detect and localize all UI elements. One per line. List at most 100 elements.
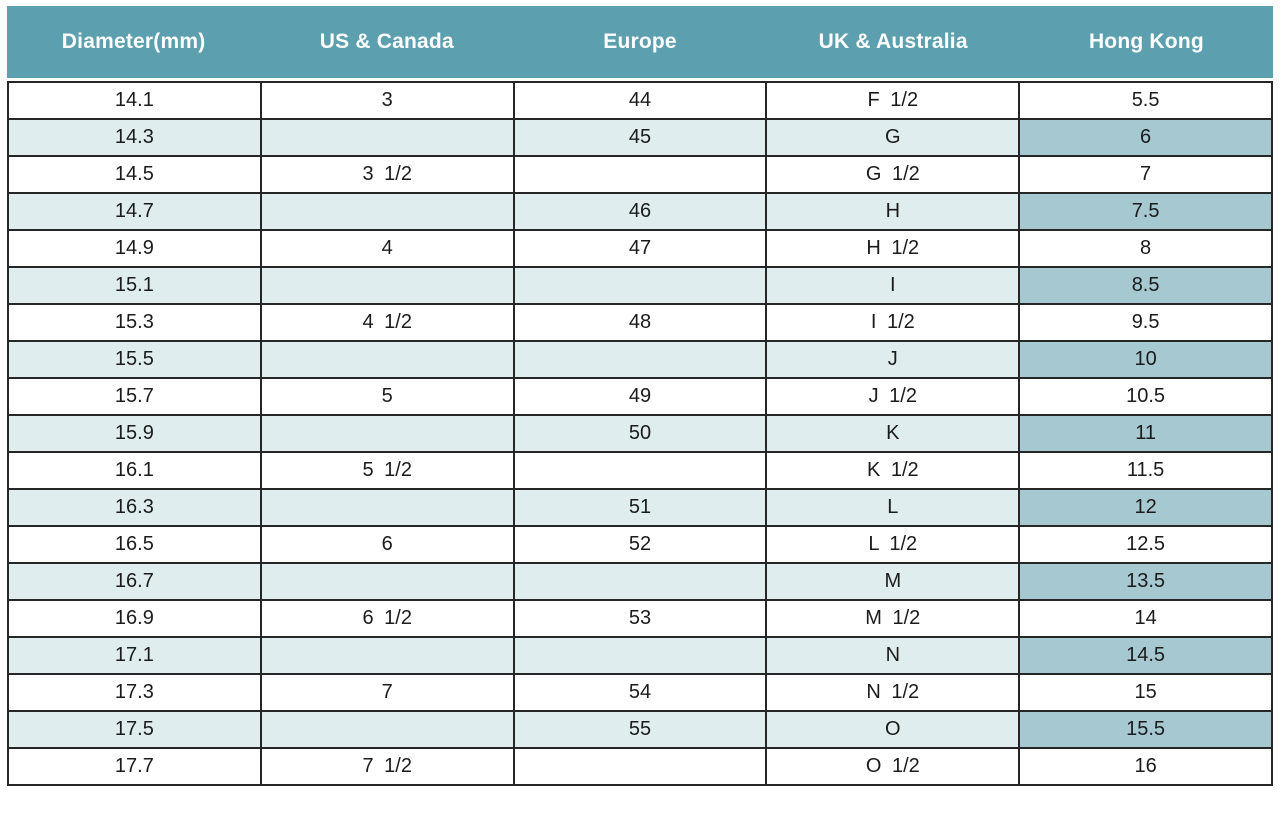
table-cell: L [765, 488, 1021, 527]
table-cell [259, 710, 515, 749]
table-cell: 3 [259, 81, 515, 120]
table-cell: 14.5 [1018, 636, 1273, 675]
column-header-us-canada: US & Canada [319, 30, 454, 53]
table-body: 14.1 3 44 F 1/2 5.5 14.3 45 G 6 14.5 3 1/2 G 1/2 7 14… [7, 81, 1273, 786]
table-row: 15.5 J 10 [7, 340, 1273, 379]
table-cell: 8 [1018, 229, 1273, 268]
table-cell [512, 562, 768, 601]
table-cell: 14 [1018, 599, 1273, 638]
table-row: 16.3 51 L 12 [7, 488, 1273, 527]
table-cell: 16.3 [7, 488, 262, 527]
table-row: 14.1 3 44 F 1/2 5.5 [7, 81, 1273, 120]
table-cell: 51 [512, 488, 768, 527]
table-cell: 48 [512, 303, 768, 342]
table-row: 14.7 46 H 7.5 [7, 192, 1273, 231]
table-cell [512, 155, 768, 194]
table-cell: 13.5 [1018, 562, 1273, 601]
table-cell: 53 [512, 599, 768, 638]
table-cell: 12 [1018, 488, 1273, 527]
table-cell: 8.5 [1018, 266, 1273, 305]
table-cell: 47 [512, 229, 768, 268]
table-cell: 7 [259, 673, 515, 712]
table-cell: J [765, 340, 1021, 379]
ring-size-conversion-table: 14.1 3 44 F 1/2 5.5 14.3 45 G 6 14.5 3 1/2 G 1/2 7 14… [7, 81, 1273, 786]
table-cell: 5 1/2 [259, 451, 515, 490]
table-row: 16.7 M 13.5 [7, 562, 1273, 601]
table-row: 17.1 N 14.5 [7, 636, 1273, 675]
table-cell [259, 562, 515, 601]
table-cell: H [765, 192, 1021, 231]
table-cell: N [765, 636, 1021, 675]
table-cell: 14.9 [7, 229, 262, 268]
table-cell: 14.7 [7, 192, 262, 231]
table-cell: 9.5 [1018, 303, 1273, 342]
table-cell: 45 [512, 118, 768, 157]
table-cell: O 1/2 [765, 747, 1021, 786]
table-cell: 50 [512, 414, 768, 453]
table-cell: 52 [512, 525, 768, 564]
table-cell: 16.9 [7, 599, 262, 638]
table-cell [259, 118, 515, 157]
table-cell: K 1/2 [765, 451, 1021, 490]
table-cell [259, 414, 515, 453]
table-cell: I 1/2 [765, 303, 1021, 342]
table-cell: 6 1/2 [259, 599, 515, 638]
table-cell: 4 [259, 229, 515, 268]
table-cell: 17.7 [7, 747, 262, 786]
table-cell: 16 [1018, 747, 1273, 786]
table-cell: 15.9 [7, 414, 262, 453]
table-cell: 16.1 [7, 451, 262, 490]
table-row: 17.7 7 1/2 O 1/2 16 [7, 747, 1273, 786]
table-cell [259, 192, 515, 231]
table-cell: 7 1/2 [259, 747, 515, 786]
table-row: 17.3 7 54 N 1/2 15 [7, 673, 1273, 712]
table-cell: 11 [1018, 414, 1273, 453]
column-header-hong-kong: Hong Kong [1088, 30, 1204, 53]
table-cell: L 1/2 [765, 525, 1021, 564]
table-cell: G [765, 118, 1021, 157]
table-cell: 7.5 [1018, 192, 1273, 231]
table-cell: 4 1/2 [259, 303, 515, 342]
table-row: 14.9 4 47 H 1/2 8 [7, 229, 1273, 268]
table-cell: 6 [1018, 118, 1273, 157]
table-row: 15.9 50 K 11 [7, 414, 1273, 453]
table-row: 14.5 3 1/2 G 1/2 7 [7, 155, 1273, 194]
table-row: 16.1 5 1/2 K 1/2 11.5 [7, 451, 1273, 490]
table-cell: 11.5 [1018, 451, 1273, 490]
table-cell: 17.3 [7, 673, 262, 712]
table-row: 15.7 5 49 J 1/2 10.5 [7, 377, 1273, 416]
table-cell [259, 340, 515, 379]
table-cell: M 1/2 [765, 599, 1021, 638]
table-cell: 15 [1018, 673, 1273, 712]
table-cell: 17.1 [7, 636, 262, 675]
table-cell: 7 [1018, 155, 1273, 194]
table-cell: K [765, 414, 1021, 453]
table-cell [512, 451, 768, 490]
table-row: 17.5 55 O 15.5 [7, 710, 1273, 749]
table-row: 16.5 6 52 L 1/2 12.5 [7, 525, 1273, 564]
table-cell: H 1/2 [765, 229, 1021, 268]
table-cell: 15.5 [1018, 710, 1273, 749]
table-cell: 14.1 [7, 81, 262, 120]
table-cell: J 1/2 [765, 377, 1021, 416]
table-cell: 49 [512, 377, 768, 416]
table-row: 15.3 4 1/2 48 I 1/2 9.5 [7, 303, 1273, 342]
table-cell: 16.5 [7, 525, 262, 564]
column-header-diameter: Diameter(mm) [61, 30, 206, 53]
table-cell: 16.7 [7, 562, 262, 601]
table-cell: 5 [259, 377, 515, 416]
table-cell: 5.5 [1018, 81, 1273, 120]
table-cell: F 1/2 [765, 81, 1021, 120]
table-cell [259, 266, 515, 305]
table-cell [512, 266, 768, 305]
column-header-uk-australia: UK & Australia [818, 30, 968, 53]
table-cell: I [765, 266, 1021, 305]
table-cell [512, 340, 768, 379]
table-cell: 15.3 [7, 303, 262, 342]
table-cell: 15.7 [7, 377, 262, 416]
table-cell: 10 [1018, 340, 1273, 379]
table-cell: G 1/2 [765, 155, 1021, 194]
table-cell: 55 [512, 710, 768, 749]
table-cell [512, 747, 768, 786]
